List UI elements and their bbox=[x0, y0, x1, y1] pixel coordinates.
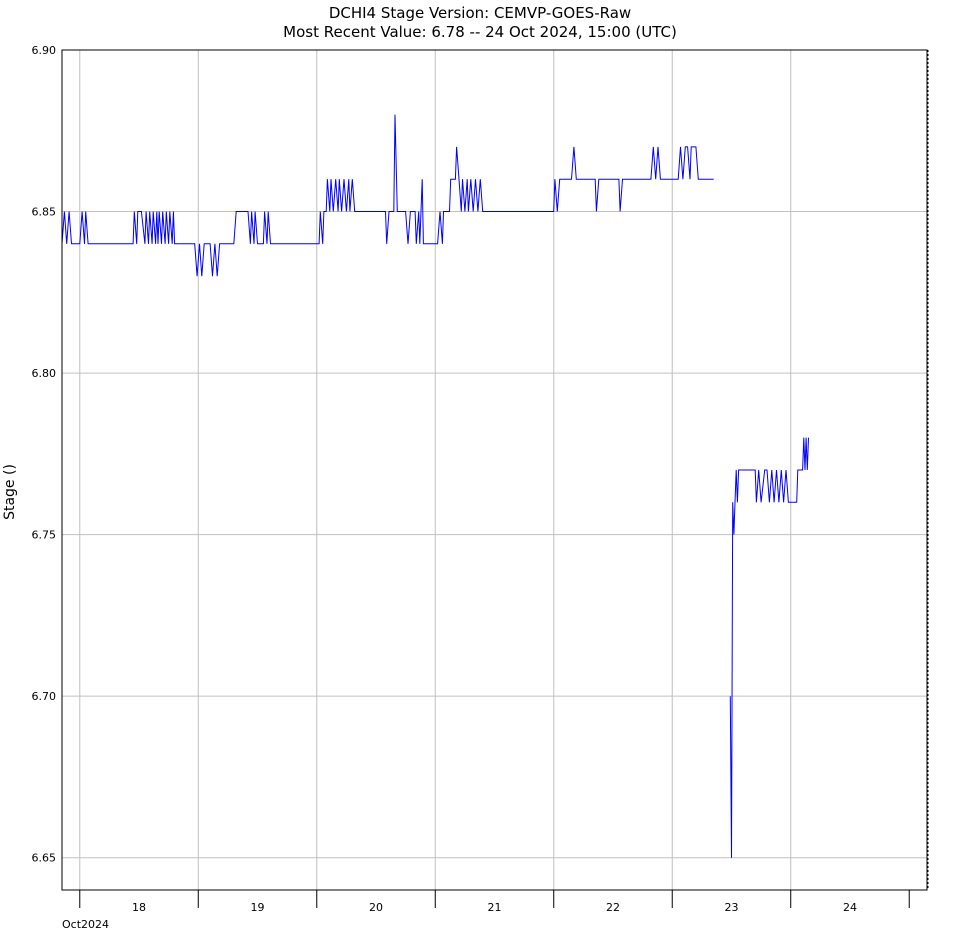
chart-title: DCHI4 Stage Version: CEMVP-GOES-Raw bbox=[329, 4, 631, 22]
x-tick-label-2: 20 bbox=[369, 901, 383, 914]
x-tick-label-0: 18 bbox=[132, 901, 146, 914]
y-tick-label-1: 6.70 bbox=[32, 690, 57, 703]
x-tick-label-3: 21 bbox=[488, 901, 502, 914]
y-tick-label-3: 6.80 bbox=[32, 367, 57, 380]
series-line-0 bbox=[61, 114, 714, 277]
x-tick-label-6: 24 bbox=[843, 901, 857, 914]
series-line-1 bbox=[729, 437, 809, 858]
y-tick-labels: 6.65 6.70 6.75 6.80 6.85 6.90 bbox=[32, 44, 57, 865]
y-tick-label-2: 6.75 bbox=[32, 529, 57, 542]
plot-frame bbox=[61, 49, 928, 891]
y-tick-label-0: 6.65 bbox=[32, 852, 57, 865]
y-tick-label-5: 6.90 bbox=[32, 44, 57, 57]
series-lines bbox=[61, 114, 809, 858]
grid-lines bbox=[62, 49, 927, 890]
x-tick-label-1: 19 bbox=[251, 901, 265, 914]
x-tick-label-4: 22 bbox=[606, 901, 620, 914]
y-axis-label: Stage () bbox=[2, 464, 18, 520]
x-tick-labels: 18 19 20 21 22 23 24 bbox=[79, 890, 910, 914]
y-tick-label-4: 6.85 bbox=[32, 206, 57, 219]
chart-subtitle: Most Recent Value: 6.78 -- 24 Oct 2024, … bbox=[283, 23, 677, 41]
month-label: Oct2024 bbox=[62, 918, 109, 931]
x-tick-label-5: 23 bbox=[724, 901, 738, 914]
